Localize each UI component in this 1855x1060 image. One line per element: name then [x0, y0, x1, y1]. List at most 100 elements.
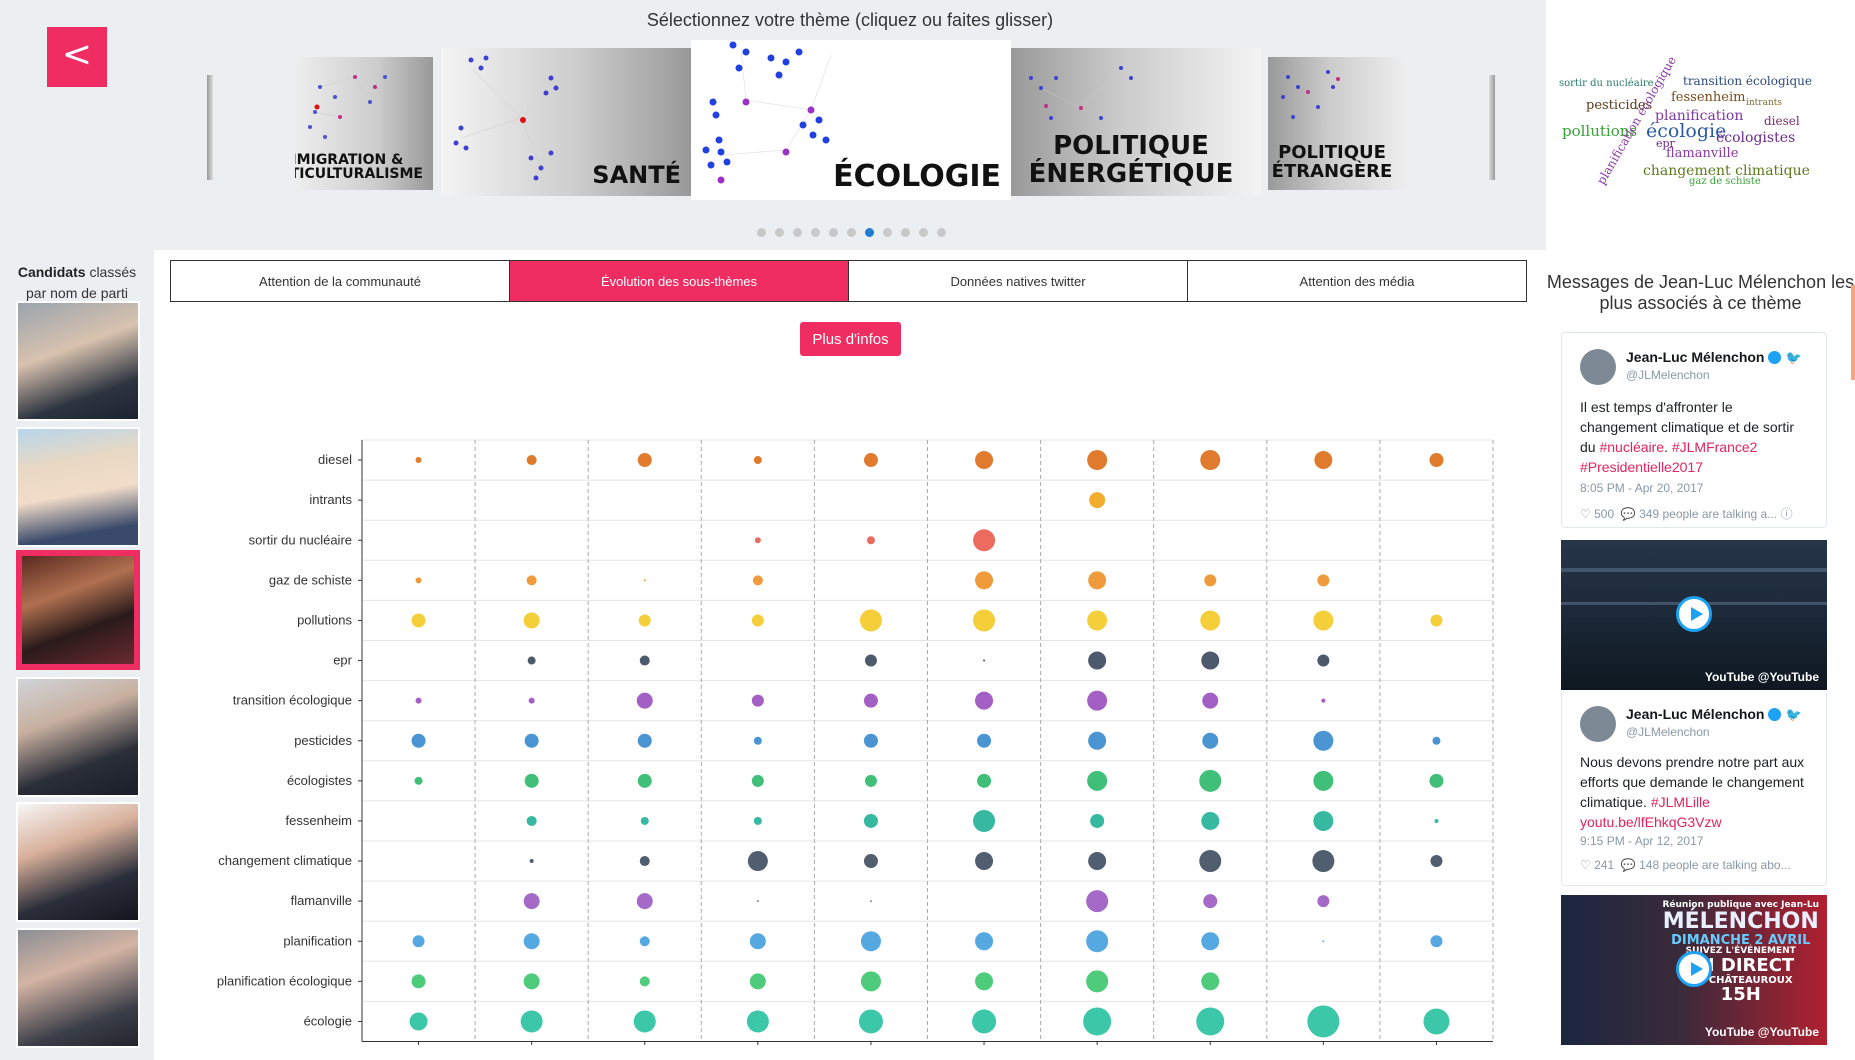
word-cloud-term: flamanville — [1666, 146, 1739, 161]
candidate-photo — [18, 679, 138, 795]
theme-label: IMMIGRATION & MULTICULTURALISME — [295, 151, 423, 183]
word-cloud-term: pesticides — [1586, 98, 1653, 113]
tweet-text-part: Nous devons prendre notre part aux effor… — [1580, 754, 1805, 810]
y-tick-label: écologistes — [287, 773, 353, 788]
network-graph-icon — [1029, 66, 1133, 120]
back-button[interactable]: < — [47, 27, 107, 87]
hashtag-link[interactable]: youtu.be/lfEhkqG3Vzw — [1580, 814, 1722, 830]
pagination-dot[interactable] — [775, 228, 784, 237]
pagination-dot[interactable] — [919, 228, 928, 237]
theme-card-sante[interactable]: SANTÉ — [441, 48, 691, 196]
candidate-photo — [22, 556, 134, 664]
bubble — [1202, 732, 1219, 749]
word-cloud-term: diesel — [1764, 114, 1800, 128]
y-tick-label: écologie — [304, 1013, 352, 1028]
bubble — [752, 575, 763, 586]
hashtag-link[interactable]: #Presidentielle2017 — [1580, 459, 1703, 475]
tweet-date[interactable]: 8:05 PM - Apr 20, 2017 — [1580, 481, 1704, 495]
tweet-date[interactable]: 9:15 PM - Apr 12, 2017 — [1580, 834, 1704, 848]
pagination-dot[interactable] — [847, 228, 856, 237]
play-icon[interactable] — [1676, 596, 1712, 632]
candidate-card[interactable] — [16, 802, 140, 922]
bubble — [1201, 811, 1220, 830]
bubble — [415, 577, 422, 584]
pagination-dot[interactable] — [937, 228, 946, 237]
comment-icon[interactable]: 💬 — [1620, 858, 1636, 872]
carousel-title: Sélectionnez votre thème (cliquez ou fai… — [646, 10, 1054, 30]
bubble — [523, 893, 540, 910]
candidate-card[interactable] — [16, 301, 140, 421]
pagination-dot[interactable] — [901, 228, 910, 237]
hashtag-link[interactable]: #JLMFrance2 — [1671, 439, 1758, 455]
bubble — [409, 1012, 428, 1031]
bubble — [524, 773, 539, 788]
bubble — [975, 852, 994, 871]
view-tabs: Attention de la communauté Évolution des… — [170, 260, 1527, 302]
hashtag-link[interactable]: #JLMLille — [1650, 794, 1710, 810]
theme-card-far-right[interactable] — [1489, 75, 1495, 180]
candidate-card[interactable] — [16, 677, 140, 797]
candidate-card-active[interactable] — [16, 550, 140, 670]
bubble — [1086, 930, 1109, 953]
info-icon[interactable]: ⓘ — [1780, 507, 1793, 521]
tab-donnees-twitter[interactable]: Données natives twitter — [848, 260, 1188, 302]
bubble — [1200, 450, 1221, 471]
bubble — [858, 1009, 883, 1034]
twitter-bird-icon: 🐦 — [1785, 707, 1802, 722]
tab-attention-communaute[interactable]: Attention de la communauté — [170, 260, 510, 302]
pagination-dot[interactable] — [793, 228, 802, 237]
comment-icon[interactable]: 💬 — [1620, 507, 1636, 521]
pagination-dot[interactable] — [757, 228, 766, 237]
tab-attention-media[interactable]: Attention des média — [1187, 260, 1527, 302]
candidate-photo — [18, 429, 138, 545]
bubble — [1317, 574, 1330, 587]
candidate-card[interactable] — [16, 928, 140, 1048]
bubble — [756, 900, 759, 903]
hashtag-link[interactable]: #nucléaire — [1599, 439, 1665, 455]
tweets-panel-title: Messages de Jean-Luc Mélenchon les plus … — [1546, 272, 1855, 313]
network-graph-icon — [453, 55, 559, 181]
bubble — [1423, 1008, 1450, 1035]
more-info-button[interactable]: Plus d'infos — [800, 322, 901, 356]
heart-icon[interactable]: ♡ — [1580, 858, 1591, 872]
verified-icon — [1768, 708, 1782, 721]
word-cloud-term: epr — [1656, 137, 1675, 150]
theme-card-ecologie[interactable]: ÉCOLOGIE — [691, 40, 1011, 200]
avatar — [1580, 349, 1616, 385]
tab-evolution-sous-themes[interactable]: Évolution des sous-thèmes — [509, 260, 849, 302]
youtube-embed[interactable]: YouTube @YouTube — [1561, 540, 1827, 690]
theme-card-politique-energetique[interactable]: POLITIQUE ÉNERGÉTIQUE — [1011, 48, 1261, 196]
youtube-embed[interactable]: Réunion publique avec Jean-Lu MÉLENCHON … — [1561, 895, 1827, 1045]
pagination-dot[interactable] — [883, 228, 892, 237]
bubble — [866, 536, 875, 545]
scrollbar-thumb[interactable] — [1851, 285, 1855, 380]
tweet-card[interactable]: Jean-Luc Mélenchon 🐦 @JLMelenchon Nous de… — [1561, 690, 1827, 886]
bubble — [636, 692, 653, 709]
theme-card-immigration[interactable]: IMMIGRATION & MULTICULTURALISME — [295, 57, 433, 190]
theme-card-politique-etrangere[interactable]: POLITIQUE ÉTRANGÈRE — [1268, 57, 1406, 190]
bubble — [1086, 890, 1109, 913]
bubble — [1313, 730, 1334, 751]
bubble — [415, 457, 422, 464]
bubble — [1088, 571, 1107, 590]
bubble — [863, 453, 878, 468]
theme-card-far-left[interactable] — [207, 75, 213, 180]
word-cloud-term: transition écologique — [1683, 74, 1813, 88]
bubble — [523, 973, 540, 990]
youtube-label: YouTube @YouTube — [1704, 1025, 1819, 1039]
bubble — [1204, 574, 1217, 587]
pagination-dot[interactable] — [829, 228, 838, 237]
bubble — [1313, 610, 1334, 631]
pagination-dot[interactable] — [865, 228, 874, 237]
bubble — [1313, 770, 1334, 791]
pagination-dot[interactable] — [811, 228, 820, 237]
heart-icon[interactable]: ♡ — [1580, 507, 1591, 521]
bubble — [411, 613, 426, 628]
play-icon[interactable] — [1676, 951, 1712, 987]
candidate-card[interactable] — [16, 427, 140, 547]
bubble — [637, 453, 652, 468]
theme-label: ÉCOLOGIE — [833, 158, 1001, 194]
tweet-card[interactable]: Jean-Luc Mélenchon 🐦 @JLMelenchon Il est … — [1561, 332, 1827, 528]
tweet-header: Jean-Luc Mélenchon 🐦 @JLMelenchon — [1580, 349, 1802, 385]
bubble — [411, 974, 426, 989]
